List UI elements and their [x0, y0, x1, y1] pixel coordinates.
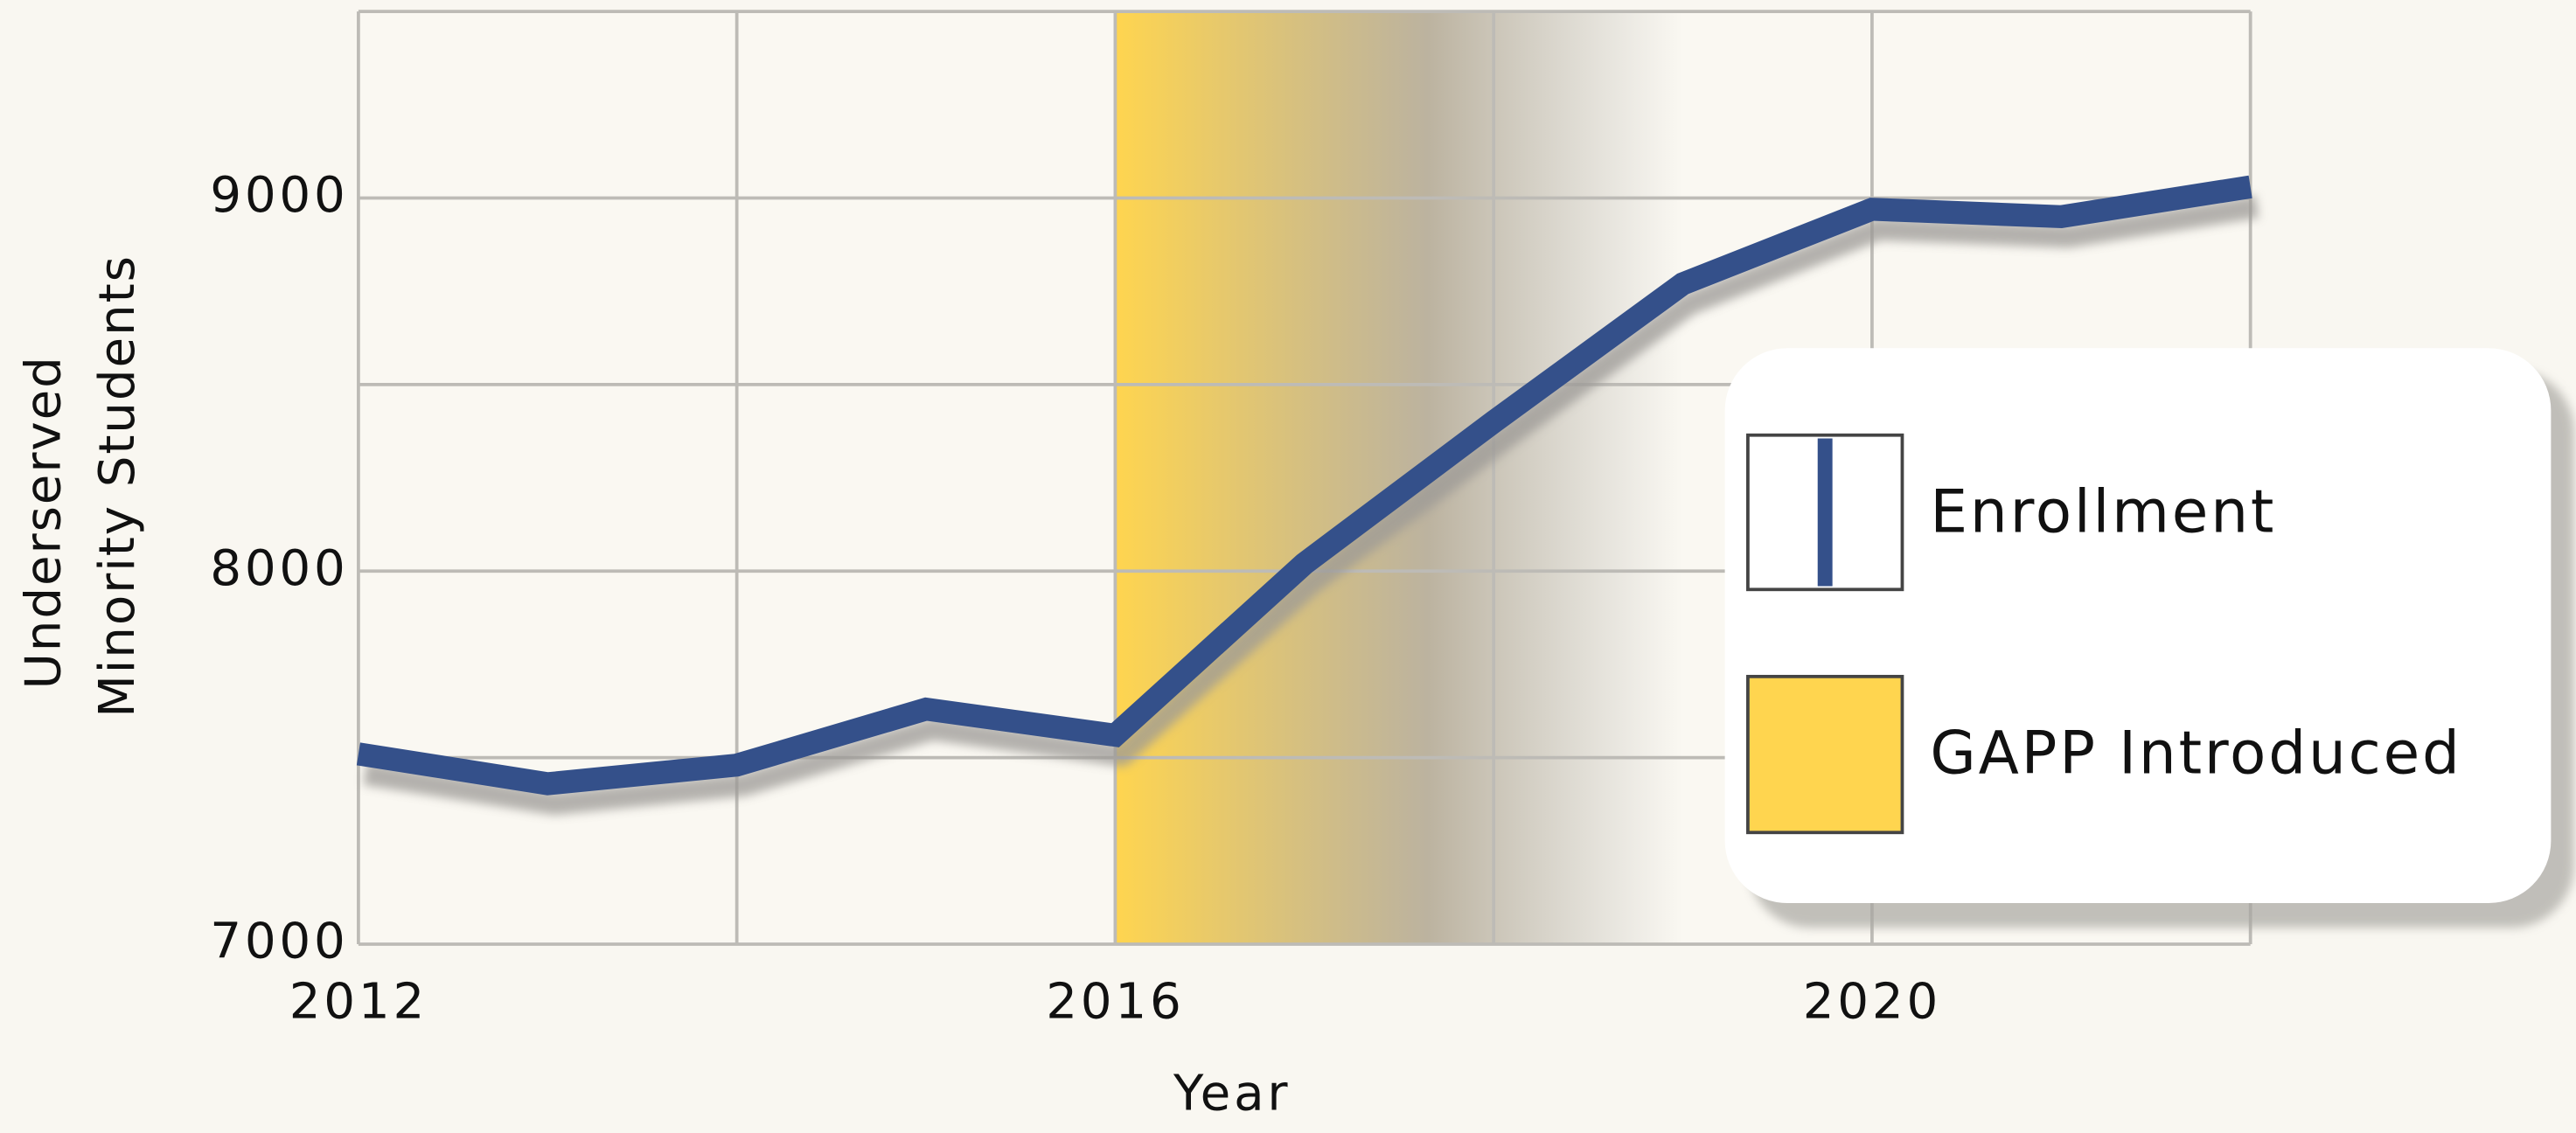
y-tick-label: 8000	[210, 540, 348, 597]
x-tick-label: 2012	[289, 974, 428, 1031]
x-tick-label: 2016	[1046, 974, 1184, 1031]
y-axis-label: Underserved	[16, 355, 73, 689]
y-axis-label: Minority Students	[89, 254, 146, 718]
line-shadow	[363, 195, 2259, 816]
x-axis-label: Year	[1173, 1066, 1291, 1123]
x-tick-label: 2020	[1803, 974, 1941, 1031]
y-tick-label: 9000	[210, 167, 348, 224]
legend-swatch	[1746, 674, 1904, 835]
legend-box	[1724, 348, 2552, 904]
shaded-region	[1115, 11, 1683, 944]
line	[356, 175, 2252, 796]
legend-label: GAPP Introduced	[1930, 718, 2461, 787]
y-tick-label: 7000	[210, 914, 348, 970]
legend-label: Enrollment	[1930, 476, 2276, 546]
legend: Enrollment GAPP Introduced	[1724, 348, 2574, 928]
